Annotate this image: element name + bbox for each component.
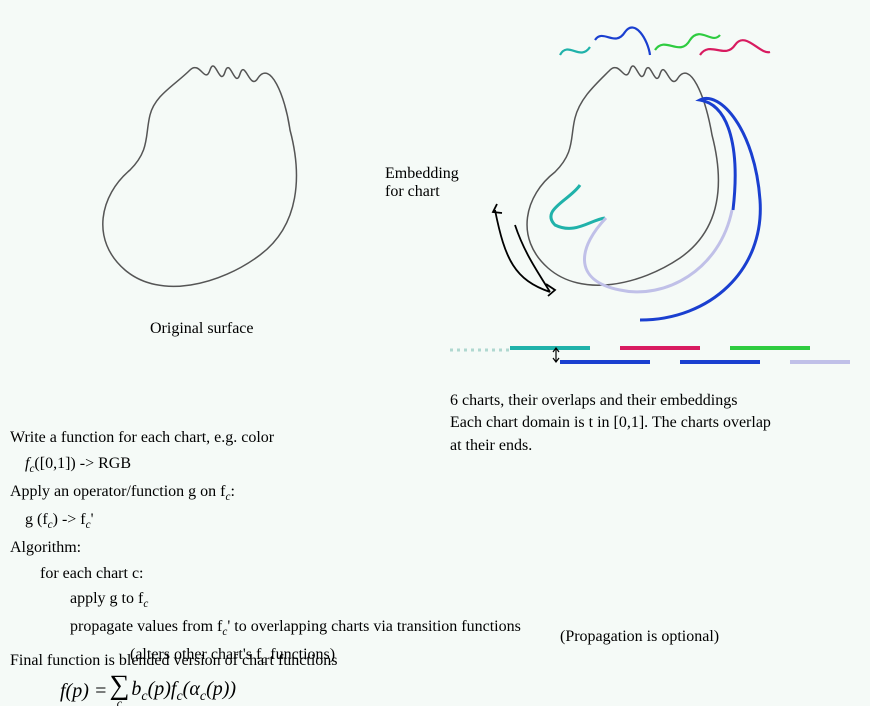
domain-bars <box>450 348 850 362</box>
chart-curve-teal <box>551 185 605 228</box>
alg-l7: apply g to fc <box>10 586 730 614</box>
alg-l1: Write a function for each chart, e.g. co… <box>10 425 730 451</box>
alg-l2: fc([0,1]) -> RGB <box>10 451 730 479</box>
squiggle-teal <box>560 47 590 55</box>
eq-rhs: bc(p)fc(αc(p)) <box>131 678 236 705</box>
embedding-arrow-head1 <box>546 284 555 296</box>
final-function-label: Final function is blended version of cha… <box>10 652 337 670</box>
alg-l6: for each chart c: <box>10 561 730 587</box>
embedding-arrow-head2 <box>493 204 502 213</box>
squiggle-green <box>655 34 720 50</box>
chart-curve-blue <box>640 98 760 320</box>
propagation-note: (Propagation is optional) <box>560 628 719 646</box>
embedding-arrow-body <box>495 210 550 292</box>
alg-l3: Apply an operator/function g on fc: <box>10 479 730 507</box>
right-surface-outline <box>527 66 718 285</box>
eq-lhs: f(p) = <box>60 680 107 703</box>
alg-l5: Algorithm: <box>10 535 730 561</box>
blend-equation: f(p) = ∑ c bc(p)fc(αc(p)) <box>60 672 236 706</box>
tiny-overlap-arrow <box>553 348 559 362</box>
left-surface-outline <box>103 66 297 286</box>
alg-l4: g (fc) -> fc' <box>10 507 730 535</box>
right-caption-l1: 6 charts, their overlaps and their embed… <box>450 390 850 412</box>
embedding-label: Embedding for chart <box>385 165 459 201</box>
embedding-label-l2: for chart <box>385 183 459 201</box>
squiggle-blue <box>595 28 650 55</box>
original-surface-label: Original surface <box>150 320 254 338</box>
embedding-label-l1: Embedding <box>385 165 459 183</box>
squiggle-crimson <box>700 40 770 55</box>
